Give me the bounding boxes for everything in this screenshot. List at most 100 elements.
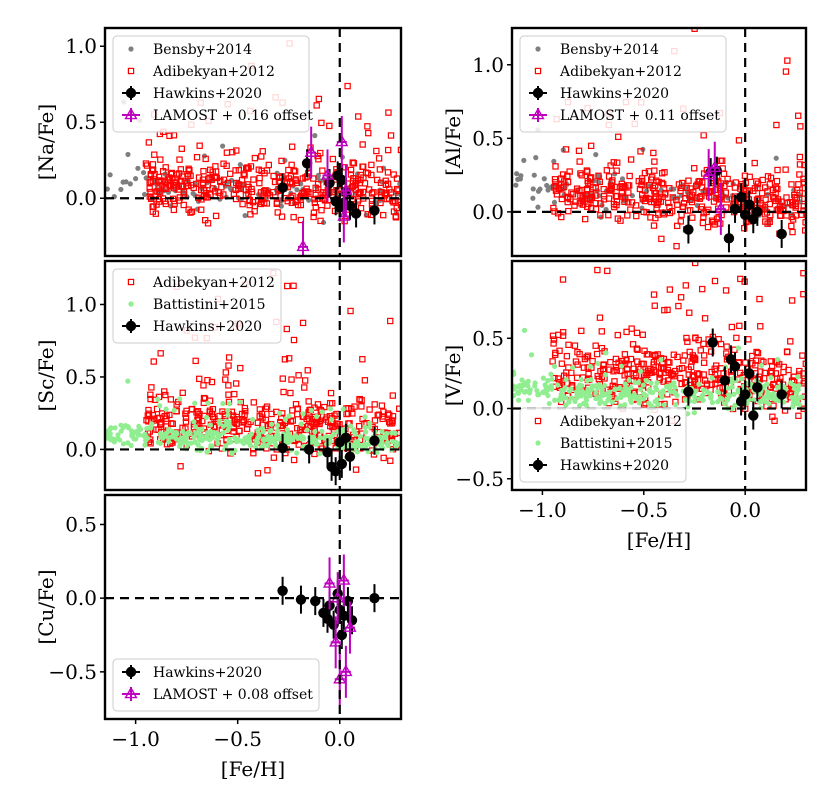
data-point	[241, 440, 247, 447]
data-point	[641, 169, 649, 177]
data-point	[694, 370, 701, 377]
data-point	[251, 154, 259, 162]
data-point	[568, 395, 575, 401]
data-point	[654, 380, 660, 386]
data-point	[563, 402, 569, 408]
data-point	[579, 197, 586, 205]
data-point	[700, 359, 708, 366]
data-point	[242, 436, 248, 442]
data-point	[634, 394, 641, 400]
data-point	[359, 356, 366, 363]
data-point	[145, 139, 153, 146]
data-point	[637, 368, 644, 374]
data-point	[605, 173, 613, 180]
y-tick-label: 0.0	[65, 186, 97, 210]
data-point	[769, 413, 776, 420]
data-point	[766, 218, 773, 226]
data-point	[285, 430, 291, 436]
data-point	[726, 392, 732, 398]
data-point	[658, 235, 665, 243]
data-point	[696, 193, 704, 201]
data-point	[708, 160, 722, 173]
data-point	[788, 222, 795, 230]
data-point	[559, 396, 565, 402]
data-point	[609, 399, 615, 405]
data-point	[299, 175, 307, 182]
data-point	[227, 185, 233, 191]
axis-groups: 0.0 0.5 1.0 [Na/Fe] Bensby+2014 Adibekyan+201…	[34, 26, 808, 781]
data-point	[141, 191, 148, 198]
data-point	[536, 391, 542, 398]
data-point	[633, 345, 641, 352]
data-point	[222, 376, 229, 383]
data-point	[367, 420, 373, 426]
data-point	[564, 178, 572, 186]
data-point	[707, 337, 718, 348]
data-point	[739, 389, 751, 400]
data-point	[599, 365, 607, 373]
data-point	[154, 415, 161, 422]
data-point	[252, 444, 259, 450]
data-point	[239, 200, 246, 208]
data-point	[147, 188, 154, 196]
data-point	[387, 317, 394, 325]
data-point	[144, 425, 150, 432]
data-point	[191, 434, 197, 440]
data-point	[225, 362, 232, 369]
data-point	[283, 325, 291, 333]
data-point	[332, 170, 343, 181]
data-point	[723, 343, 730, 350]
data-point	[385, 411, 393, 419]
data-point	[234, 438, 240, 445]
data-point	[315, 156, 322, 163]
data-point	[770, 193, 777, 201]
x-axis-label: [Fe/H]	[221, 757, 285, 781]
data-point	[170, 206, 178, 214]
data-point	[214, 437, 220, 443]
data-point	[210, 433, 216, 440]
data-point	[651, 158, 658, 165]
data-point	[600, 193, 608, 200]
data-point	[744, 368, 755, 379]
data-point	[796, 367, 803, 375]
data-point	[175, 170, 183, 177]
data-point	[652, 214, 659, 222]
data-point	[776, 389, 787, 400]
data-point	[277, 182, 288, 193]
data-point	[583, 354, 590, 361]
data-point	[800, 203, 806, 210]
data-point	[313, 102, 320, 109]
data-point	[655, 178, 662, 186]
legend-label: Hawkins+2020	[153, 319, 262, 335]
legend-marker	[127, 278, 135, 286]
data-point	[157, 350, 164, 357]
data-point	[193, 154, 201, 161]
data-point	[255, 166, 263, 173]
data-point	[190, 184, 197, 191]
legend-box	[519, 407, 687, 483]
data-point	[373, 176, 381, 184]
data-point	[654, 397, 660, 403]
data-point	[205, 175, 212, 182]
data-point	[708, 381, 715, 388]
data-point	[683, 237, 688, 242]
data-point	[800, 380, 806, 387]
data-point	[326, 122, 333, 130]
data-point	[760, 375, 768, 382]
data-point	[635, 177, 642, 185]
data-point	[149, 161, 157, 168]
data-point	[700, 209, 708, 217]
data-point	[587, 142, 595, 150]
axes-frame	[510, 26, 808, 258]
data-point	[193, 409, 200, 416]
data-point	[161, 388, 168, 395]
data-point	[107, 435, 113, 441]
data-point	[225, 382, 232, 389]
data-point	[169, 428, 175, 435]
data-point	[643, 378, 649, 384]
data-point	[185, 441, 191, 448]
data-point	[543, 384, 549, 390]
data-point	[788, 380, 794, 386]
data-point	[632, 202, 640, 209]
data-point	[800, 175, 806, 183]
